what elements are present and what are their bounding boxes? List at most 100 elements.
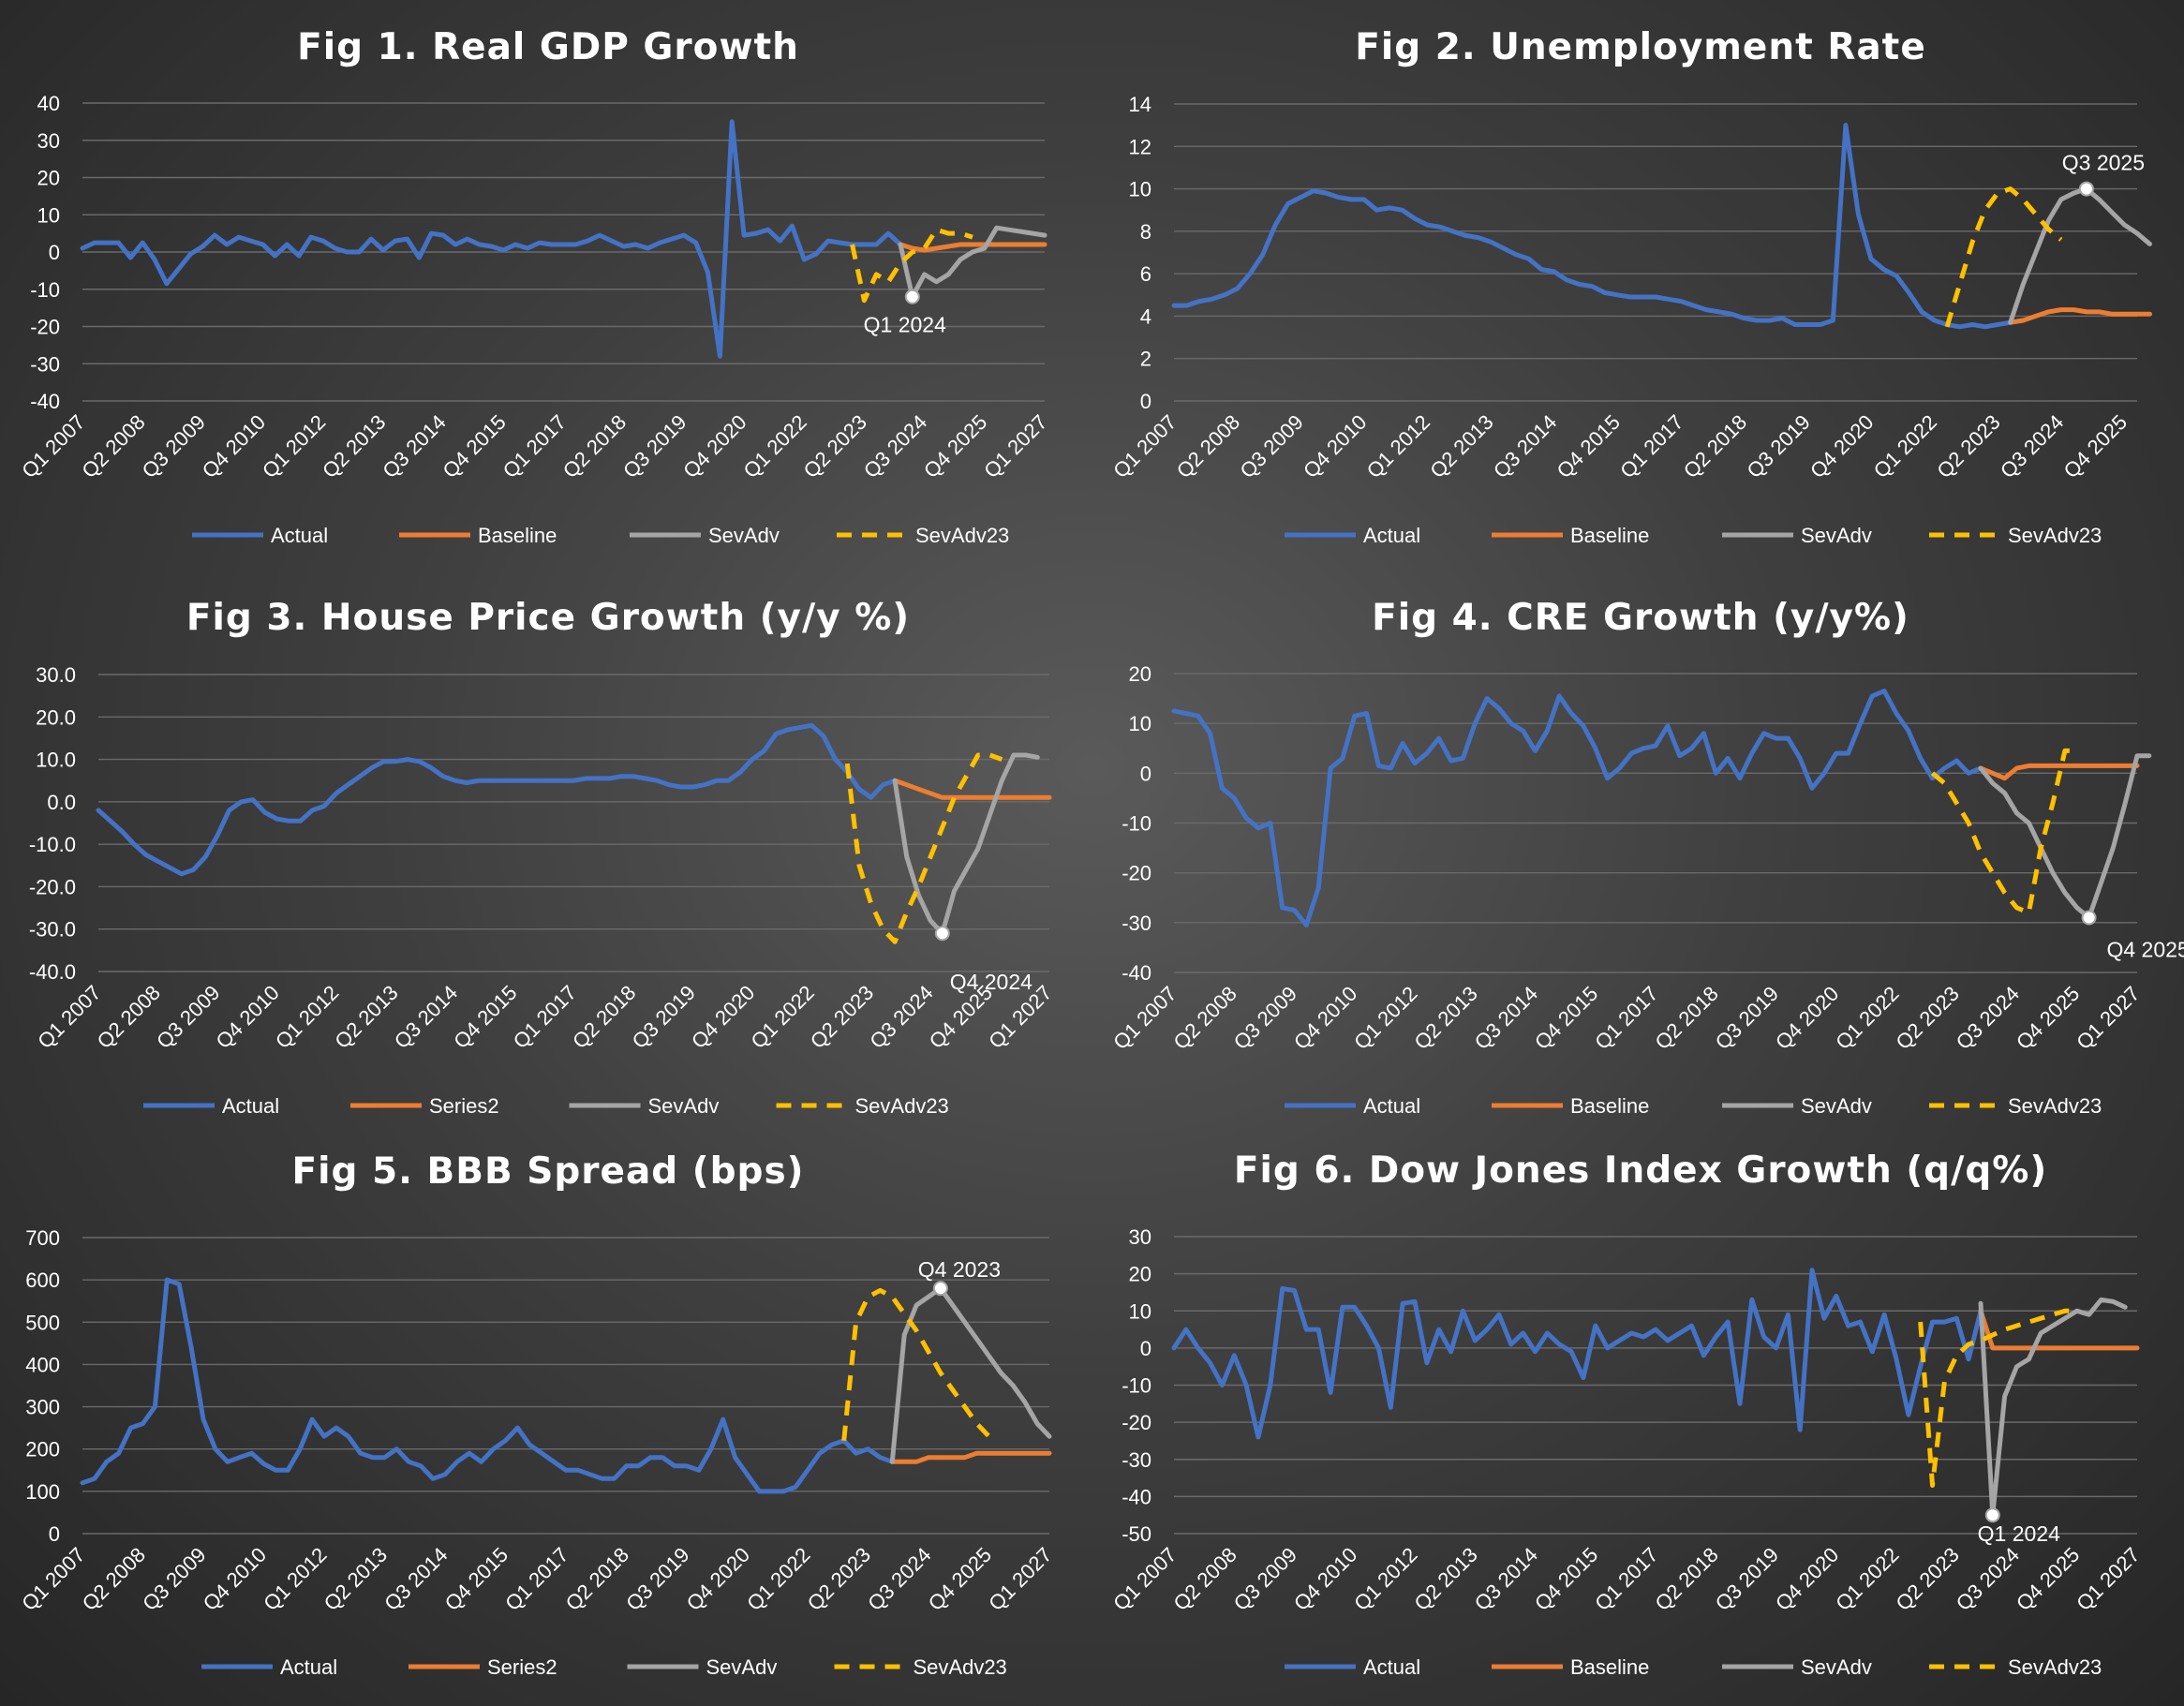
y-tick-label: -40 — [1122, 1485, 1151, 1508]
x-tick-label: Q1 2017 — [1615, 410, 1687, 482]
x-tick-label: Q2 2013 — [319, 1543, 392, 1615]
chart-fig5: Fig 5. BBB Spread (bps) 700 600 500 400 300 20… — [17, 1150, 1056, 1679]
chart-title: Fig 4. CRE Growth (y/y%) — [1372, 597, 1909, 639]
annotation-marker — [934, 926, 950, 942]
chart-fig3: Fig 3. House Price Growth (y/y %) 30.0 20.… — [29, 597, 1057, 1118]
y-tick-label: -30 — [30, 352, 60, 376]
chart-title: Fig 1. Real GDP Growth — [297, 26, 799, 68]
y-tick-label: 100 — [25, 1480, 60, 1504]
x-tick-label: Q1 2022 — [1869, 410, 1941, 482]
x-tick-label: Q2 2023 — [803, 1543, 875, 1615]
legend-item-baseline: Baseline — [1492, 1094, 1649, 1118]
x-tick-label: Q4 2010 — [1289, 1543, 1361, 1615]
x-tick-label: Q3 2019 — [1711, 1543, 1783, 1615]
x-tick-label: Q3 2009 — [1235, 410, 1307, 482]
x-tick-label: Q4 2025 — [2012, 982, 2084, 1054]
y-tick-label: -40.0 — [29, 960, 76, 984]
x-tick-label: Q4 2015 — [440, 1543, 513, 1615]
x-tick-label: Q1 2027 — [2072, 1543, 2144, 1615]
legend-item-sevadv23: SevAdv23 — [1929, 1655, 2102, 1679]
legend-item-actual: Actual — [1285, 1655, 1420, 1679]
y-tick-label: 14 — [1129, 93, 1151, 116]
y-tick-label: -50 — [1122, 1522, 1151, 1546]
chart-panel-fig4: Fig 4. CRE Growth (y/y%) 20 10 0 -10 -20 -30 -4… — [1092, 571, 2184, 1134]
x-tick-label: Q3 2024 — [1952, 1543, 2024, 1615]
x-tick-label: Q4 2015 — [1553, 410, 1625, 482]
x-tick-label: Q4 2015 — [438, 410, 510, 482]
y-tick-label: 20 — [1129, 1263, 1151, 1286]
x-tick-label: Q3 2024 — [1952, 982, 2024, 1054]
annotation-label: Q4 2023 — [918, 1257, 1001, 1282]
x-tick-label: Q1 2022 — [742, 1543, 814, 1615]
chart-panel-fig2: Fig 2. Unemployment Rate 14 12 10 8 6 4 2 0 Q1 20… — [1092, 0, 2184, 562]
annotation-marker — [904, 289, 920, 304]
y-tick-label: -10 — [1122, 812, 1151, 836]
x-tick-label: Q1 2012 — [1349, 982, 1421, 1054]
x-tick-label: Q3 2014 — [1470, 1543, 1542, 1615]
y-tick-label: 700 — [25, 1226, 60, 1250]
y-tick-label: 10 — [1129, 712, 1151, 735]
y-tick-label: 8 — [1140, 220, 1151, 244]
x-tick-label: Q2 2008 — [93, 981, 165, 1053]
x-tick-label: Q1 2017 — [509, 981, 581, 1053]
y-tick-label: 4 — [1140, 304, 1151, 328]
x-tick-label: Q2 2013 — [1425, 410, 1497, 482]
x-tick-label: Q1 2022 — [1831, 1543, 1903, 1615]
x-tick-label: Q3 2024 — [1996, 410, 2068, 482]
x-tick-label: Q1 2012 — [271, 981, 343, 1053]
y-tick-label: 2 — [1140, 348, 1151, 371]
legend-label: SevAdv23 — [914, 1655, 1007, 1679]
x-tick-label: Q2 2018 — [1650, 1543, 1722, 1615]
y-tick-label: 20 — [1129, 662, 1151, 686]
x-tick-label: Q2 2008 — [1168, 982, 1241, 1054]
legend-item-sevadv23: SevAdv23 — [837, 524, 1009, 547]
x-tick-label: Q2 2018 — [561, 1543, 633, 1615]
chart-fig4: Fig 4. CRE Growth (y/y%) 20 10 0 -10 -20 -30 -4… — [1108, 597, 2184, 1118]
series-line-baseline — [1978, 763, 2140, 781]
series-line-baseline — [2008, 307, 2152, 325]
x-tick-label: Q3 2009 — [138, 1543, 210, 1615]
legend-label: Actual — [271, 524, 328, 547]
x-tick-label: Q4 2020 — [678, 410, 750, 482]
x-tick-label: Q4 2020 — [1771, 1543, 1843, 1615]
y-tick-label: 12 — [1129, 135, 1151, 158]
chart-panel-fig3: Fig 3. House Price Growth (y/y %) 30.0 20.… — [0, 571, 1092, 1134]
y-tick-label: 400 — [25, 1353, 60, 1376]
y-tick-label: -10 — [30, 278, 60, 302]
legend-item-sevadv: SevAdv — [569, 1094, 720, 1118]
legend-item-baseline: Baseline — [399, 524, 557, 547]
series-line-actual — [1171, 123, 2026, 330]
legend-item-baseline: Baseline — [1492, 1655, 1649, 1679]
series-line-actual — [96, 722, 898, 877]
series-line-sevadv23 — [841, 1287, 991, 1441]
x-tick-label: Q2 2023 — [799, 410, 871, 482]
x-tick-label: Q2 2013 — [1409, 982, 1481, 1054]
legend-label: Baseline — [1570, 1094, 1649, 1118]
legend-label: SevAdv — [708, 524, 780, 547]
x-tick-label: Q1 2007 — [1108, 1543, 1181, 1615]
x-tick-label: Q2 2018 — [558, 410, 631, 482]
y-tick-label: 20 — [37, 167, 60, 190]
legend-item-sevadv23: SevAdv23 — [834, 1655, 1007, 1679]
legend-item-sevadv23: SevAdv23 — [1929, 524, 2102, 547]
series-line-sevadv — [1978, 1297, 2128, 1518]
x-tick-label: Q1 2007 — [1108, 982, 1181, 1054]
chart-panel-fig5: Fig 5. BBB Spread (bps) 700 600 500 400 300 20… — [0, 1134, 1092, 1696]
legend-label: SevAdv — [648, 1094, 720, 1118]
x-tick-label: Q3 2014 — [1470, 982, 1542, 1054]
x-tick-label: Q1 2027 — [2072, 982, 2144, 1054]
x-tick-label: Q3 2009 — [138, 410, 210, 482]
series-line-sevadv23 — [850, 227, 973, 304]
x-tick-label: Q3 2014 — [390, 981, 462, 1053]
y-tick-label: -40 — [30, 390, 60, 413]
x-tick-label: Q4 2015 — [449, 981, 521, 1053]
y-tick-label: 30.0 — [36, 663, 76, 687]
x-tick-label: Q1 2022 — [1831, 982, 1903, 1054]
annotation-label: Q1 2024 — [1978, 1521, 2060, 1546]
x-tick-label: Q1 2027 — [979, 410, 1051, 482]
x-tick-label: Q4 2010 — [199, 1543, 271, 1615]
y-tick-label: 0 — [49, 241, 60, 264]
x-tick-label: Q1 2012 — [259, 1543, 331, 1615]
chart-title: Fig 2. Unemployment Rate — [1355, 26, 1926, 68]
x-tick-label: Q3 2014 — [1489, 410, 1561, 482]
